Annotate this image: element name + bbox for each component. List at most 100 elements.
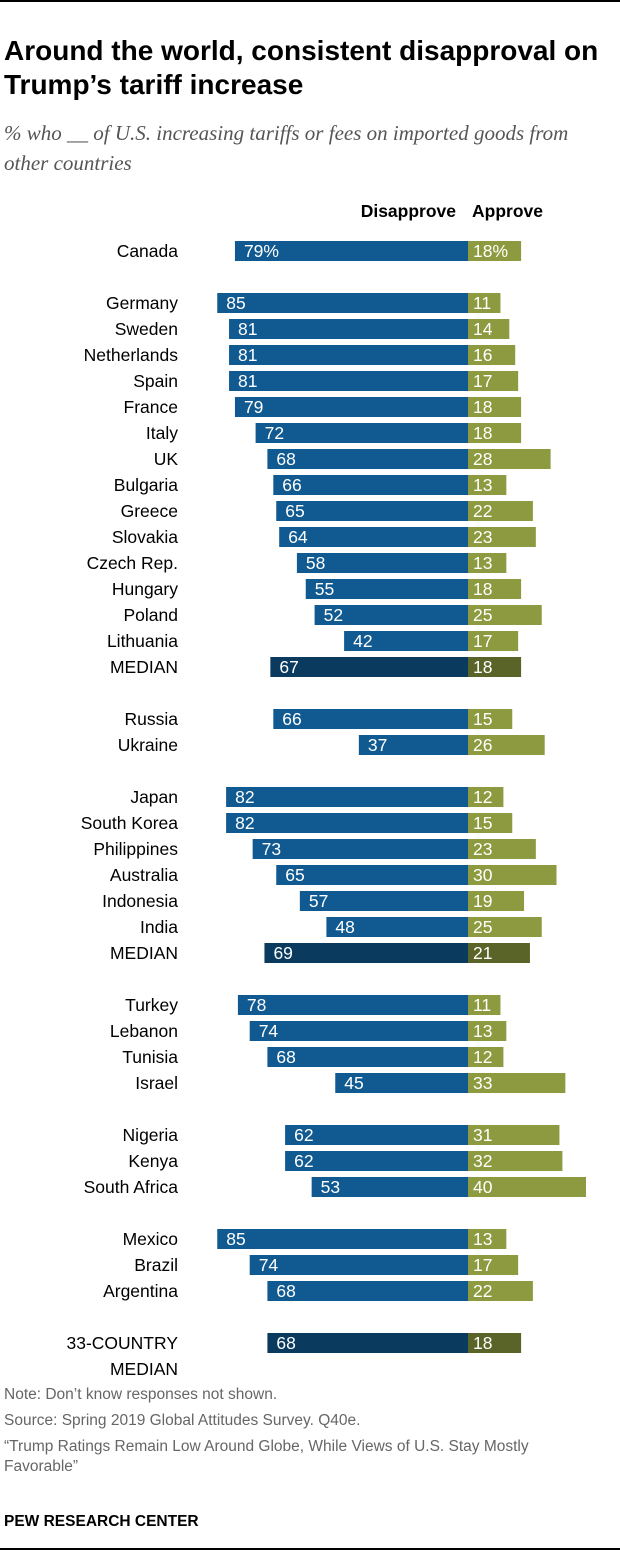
bar-disapprove-33-country-median (267, 1333, 468, 1353)
bar-approve-bulgaria (468, 475, 507, 495)
row-label-lebanon: Lebanon (110, 1021, 178, 1041)
bar-approve-sweden (468, 319, 510, 339)
legend-disapprove: Disapprove (361, 201, 457, 221)
value-approve-netherlands: 16 (473, 345, 492, 365)
row-label-mexico: Mexico (123, 1229, 178, 1249)
row-label-argentina: Argentina (103, 1281, 178, 1301)
bar-disapprove-tunisia (267, 1047, 468, 1067)
bar-approve-canada (468, 241, 522, 261)
bar-disapprove-france (234, 397, 468, 417)
value-disapprove-brazil: 74 (259, 1255, 279, 1275)
bar-approve-argentina (468, 1281, 533, 1301)
value-disapprove-israel: 45 (344, 1073, 363, 1093)
value-disapprove-median: 69 (273, 943, 292, 963)
row-label-bulgaria: Bulgaria (114, 475, 178, 495)
bar-disapprove-czech-rep (296, 553, 468, 573)
bar-approve-south-africa (468, 1177, 586, 1197)
row-label-slovakia: Slovakia (112, 527, 178, 547)
bar-approve-indonesia (468, 891, 525, 911)
row-label-kenya: Kenya (128, 1151, 178, 1171)
value-approve-median: 21 (473, 943, 492, 963)
row-label-south-korea: South Korea (81, 813, 179, 833)
row-label-ukraine: Ukraine (118, 735, 178, 755)
value-disapprove-philippines: 73 (262, 839, 281, 859)
value-approve-mexico: 13 (473, 1229, 492, 1249)
value-disapprove-lithuania: 42 (353, 631, 372, 651)
bar-disapprove-germany (217, 293, 468, 313)
row-label-italy: Italy (146, 423, 178, 443)
value-approve-canada: 18% (473, 241, 508, 261)
bar-approve-tunisia (468, 1047, 504, 1067)
row-label-median: MEDIAN (110, 943, 178, 963)
value-approve-tunisia: 12 (473, 1047, 492, 1067)
bar-approve-india (468, 917, 542, 937)
row-label-lithuania: Lithuania (107, 631, 178, 651)
bar-approve-poland (468, 605, 542, 625)
bar-approve-south-korea (468, 813, 513, 833)
bar-disapprove-spain (229, 371, 468, 391)
bar-approve-ukraine (468, 735, 545, 755)
bar-disapprove-slovakia (279, 527, 468, 547)
chart-subtitle: % who __ of U.S. increasing tariffs or f… (4, 121, 569, 175)
row-label-uk: UK (154, 449, 179, 469)
value-disapprove-czech-rep: 58 (306, 553, 325, 573)
value-approve-brazil: 17 (473, 1255, 492, 1275)
row-label-south-africa: South Africa (84, 1177, 179, 1197)
bar-disapprove-south-africa (311, 1177, 468, 1197)
value-disapprove-uk: 68 (276, 449, 295, 469)
value-approve-sweden: 14 (473, 319, 493, 339)
row-label-hungary: Hungary (112, 579, 178, 599)
bar-approve-germany (468, 293, 501, 313)
bar-disapprove-sweden (229, 319, 468, 339)
bar-disapprove-israel (335, 1073, 468, 1093)
value-disapprove-italy: 72 (265, 423, 284, 443)
row-label-turkey: Turkey (125, 995, 178, 1015)
value-disapprove-france: 79 (244, 397, 263, 417)
value-disapprove-median: 67 (279, 657, 298, 677)
value-approve-greece: 22 (473, 501, 492, 521)
bar-approve-hungary (468, 579, 522, 599)
row-label-france: France (124, 397, 178, 417)
bar-approve-australia (468, 865, 557, 885)
row-label-median: MEDIAN (110, 657, 178, 677)
bottom-rule (0, 1548, 620, 1550)
bar-disapprove-greece (276, 501, 468, 521)
bar-approve-turkey (468, 995, 501, 1015)
row-label-india: India (140, 917, 178, 937)
bar-disapprove-mexico (217, 1229, 468, 1249)
value-disapprove-argentina: 68 (276, 1281, 295, 1301)
bar-approve-greece (468, 501, 533, 521)
value-approve-slovakia: 23 (473, 527, 492, 547)
value-approve-czech-rep: 13 (473, 553, 492, 573)
value-disapprove-spain: 81 (238, 371, 257, 391)
value-disapprove-33-country-median: 68 (276, 1333, 295, 1353)
value-approve-lebanon: 13 (473, 1021, 492, 1041)
bar-approve-philippines (468, 839, 536, 859)
row-label-canada: Canada (117, 241, 179, 261)
bar-disapprove-kenya (285, 1151, 468, 1171)
bar-disapprove-poland (314, 605, 468, 625)
source-text: Source: Spring 2019 Global Attitudes Sur… (4, 1412, 361, 1429)
value-approve-bulgaria: 13 (473, 475, 492, 495)
value-disapprove-mexico: 85 (226, 1229, 245, 1249)
value-disapprove-russia: 66 (282, 709, 301, 729)
bar-disapprove-median (264, 943, 468, 963)
bar-disapprove-australia (276, 865, 468, 885)
value-disapprove-nigeria: 62 (294, 1125, 313, 1145)
value-disapprove-hungary: 55 (315, 579, 334, 599)
report-title-text: “Trump Ratings Remain Low Around Globe, … (4, 1438, 529, 1475)
diverging-bar-chart: Disapprove Approve Canada 79% 18% Germany 85 11… (66, 201, 586, 1375)
bar-disapprove-ukraine (358, 735, 468, 755)
value-disapprove-south-africa: 53 (321, 1177, 340, 1197)
top-rule (0, 0, 620, 2)
row-label-33-country-median: 33-COUNTRY (66, 1333, 178, 1353)
value-disapprove-india: 48 (335, 917, 354, 937)
bar-approve-france (468, 397, 522, 417)
bar-approve-lithuania (468, 631, 519, 651)
bar-disapprove-nigeria (285, 1125, 468, 1145)
bar-disapprove-argentina (267, 1281, 468, 1301)
row-label-czech-rep: Czech Rep. (87, 553, 178, 573)
value-approve-japan: 12 (473, 787, 492, 807)
chart-title: Around the world, consistent disapproval… (4, 35, 599, 100)
bar-approve-mexico (468, 1229, 507, 1249)
